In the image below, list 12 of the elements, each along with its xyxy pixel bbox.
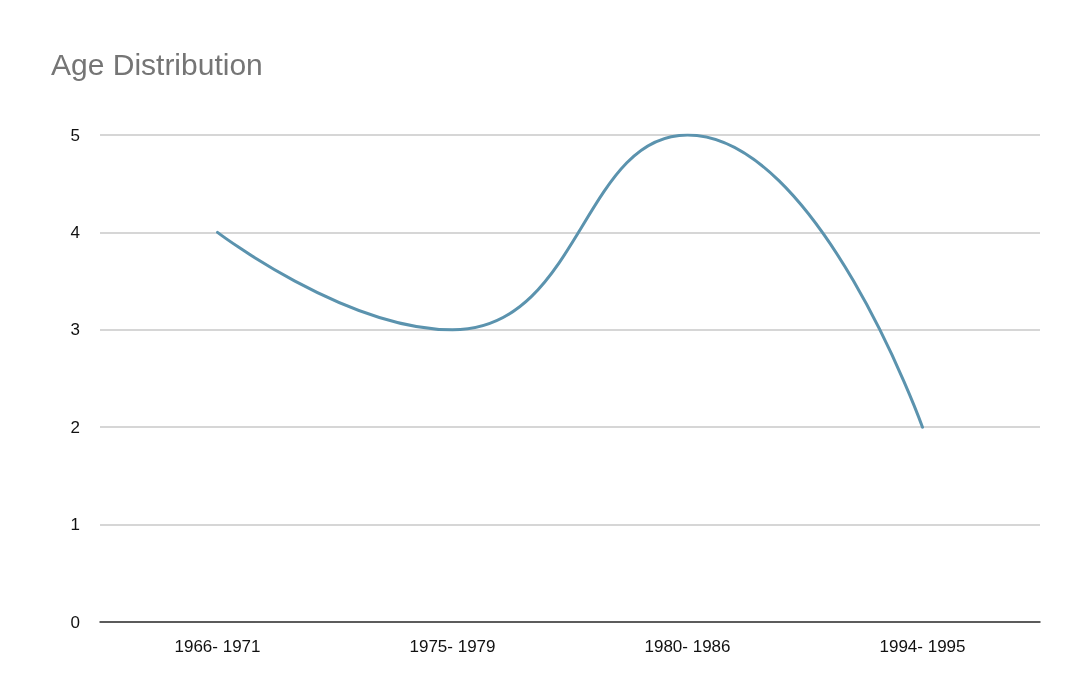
line-series (216, 133, 924, 429)
x-tick-label: 1966- 1971 (174, 637, 261, 656)
y-tick-label: 5 (70, 125, 80, 145)
x-tick-label: 1980- 1986 (644, 637, 731, 656)
y-tick-label: 0 (70, 612, 80, 632)
y-tick-label: 3 (70, 320, 80, 340)
x-tick-label: 1994- 1995 (879, 637, 966, 656)
y-tick-label: 4 (70, 222, 80, 242)
y-tick-label: 2 (70, 417, 80, 437)
y-tick-label: 1 (70, 515, 80, 535)
x-tick-label: 1975- 1979 (409, 637, 496, 656)
chart-title: Age Distribution (51, 47, 263, 81)
